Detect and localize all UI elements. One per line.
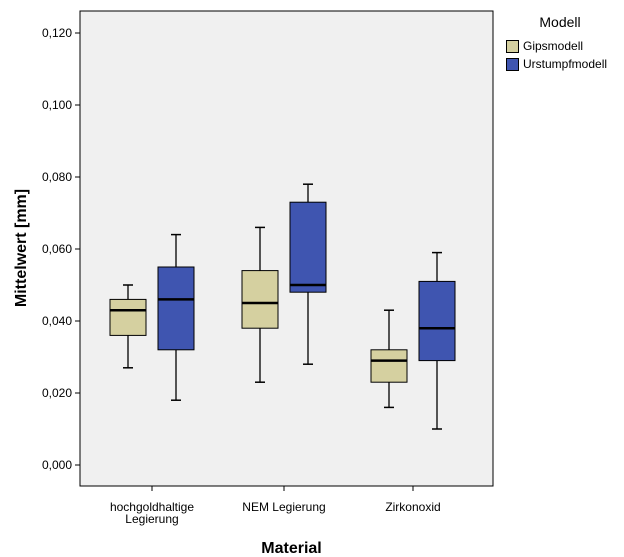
y-tick-label: 0,020 <box>42 386 72 400</box>
plot-area <box>79 10 494 487</box>
legend-title: Modell <box>539 14 581 30</box>
legend-item-gipsmodell: Gipsmodell <box>506 37 620 55</box>
legend-swatch-urstumpfmodell <box>506 57 519 71</box>
y-tick-label: 0,060 <box>42 242 72 256</box>
legend-swatch-gipsmodell <box>506 39 519 53</box>
legend: Modell Gipsmodell Urstumpfmodell <box>506 14 620 73</box>
y-tick-label: 0,080 <box>42 170 72 184</box>
x-tick-label: hochgoldhaltige <box>110 500 194 514</box>
x-axis-title: Material <box>261 540 321 557</box>
box <box>370 349 408 383</box>
x-tick-label: Zirkonoxid <box>385 500 440 514</box>
legend-item-urstumpfmodell: Urstumpfmodell <box>506 55 620 73</box>
box <box>418 280 456 362</box>
y-tick-label: 0,100 <box>42 98 72 112</box>
box <box>157 266 195 351</box>
x-tick-label: NEM Legierung <box>242 500 325 514</box>
box <box>109 298 147 336</box>
y-tick-label: 0,040 <box>42 314 72 328</box>
y-tick-label: 0,120 <box>42 26 72 40</box>
y-axis-title: Mittelwert [mm] <box>13 189 30 307</box>
box <box>241 270 279 329</box>
legend-label-urstumpfmodell: Urstumpfmodell <box>523 57 608 71</box>
box <box>289 201 327 293</box>
x-tick-label: Legierung <box>125 512 178 526</box>
y-tick-label: 0,000 <box>42 458 72 472</box>
legend-label-gipsmodell: Gipsmodell <box>523 39 584 53</box>
